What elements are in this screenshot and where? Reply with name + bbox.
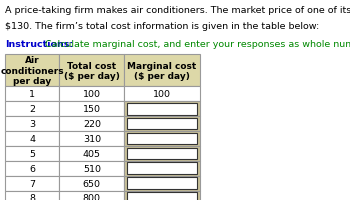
Bar: [5, 117, 60, 131]
Bar: [60, 176, 124, 191]
Text: 7: 7: [29, 179, 35, 188]
Bar: [127, 148, 197, 159]
Text: $130. The firm’s total cost information is given in the table below:: $130. The firm’s total cost information …: [5, 22, 320, 31]
Text: 4: 4: [29, 134, 35, 143]
Text: Marginal cost
($ per day): Marginal cost ($ per day): [127, 61, 196, 81]
Bar: [60, 146, 124, 161]
Bar: [5, 161, 60, 176]
Text: 220: 220: [83, 120, 101, 128]
Bar: [124, 131, 200, 146]
Bar: [5, 87, 60, 102]
Text: 8: 8: [29, 194, 35, 200]
Bar: [124, 117, 200, 131]
Bar: [127, 192, 197, 200]
Bar: [5, 131, 60, 146]
Text: 1: 1: [29, 90, 35, 99]
Text: Air
conditioners
per day: Air conditioners per day: [1, 56, 64, 86]
Text: 310: 310: [83, 134, 101, 143]
Bar: [124, 102, 200, 117]
Bar: [5, 55, 60, 87]
Bar: [127, 133, 197, 145]
Bar: [127, 118, 197, 130]
Text: 5: 5: [29, 149, 35, 158]
Bar: [60, 131, 124, 146]
Text: 100: 100: [83, 90, 101, 99]
Text: 650: 650: [83, 179, 101, 188]
Text: 3: 3: [29, 120, 35, 128]
Bar: [127, 103, 197, 115]
Bar: [5, 191, 60, 200]
Text: Instructions:: Instructions:: [5, 40, 74, 49]
Text: 510: 510: [83, 164, 101, 173]
Bar: [5, 146, 60, 161]
Text: 6: 6: [29, 164, 35, 173]
Bar: [5, 176, 60, 191]
Bar: [124, 55, 200, 87]
Bar: [60, 102, 124, 117]
Text: Calculate marginal cost, and enter your responses as whole numbers.: Calculate marginal cost, and enter your …: [42, 40, 350, 49]
Bar: [127, 177, 197, 189]
Bar: [60, 55, 124, 87]
Text: A price-taking firm makes air conditioners. The market price of one of its new a: A price-taking firm makes air conditione…: [5, 6, 350, 15]
Bar: [127, 163, 197, 174]
Text: 2: 2: [29, 105, 35, 114]
Bar: [60, 161, 124, 176]
Bar: [60, 117, 124, 131]
Bar: [60, 191, 124, 200]
Bar: [124, 161, 200, 176]
Bar: [5, 102, 60, 117]
Bar: [124, 87, 200, 102]
Bar: [124, 191, 200, 200]
Bar: [60, 87, 124, 102]
Text: 150: 150: [83, 105, 101, 114]
Text: Total cost
($ per day): Total cost ($ per day): [64, 61, 120, 81]
Text: 405: 405: [83, 149, 101, 158]
Text: 800: 800: [83, 194, 101, 200]
Bar: [124, 146, 200, 161]
Text: 100: 100: [153, 90, 171, 99]
Bar: [124, 176, 200, 191]
